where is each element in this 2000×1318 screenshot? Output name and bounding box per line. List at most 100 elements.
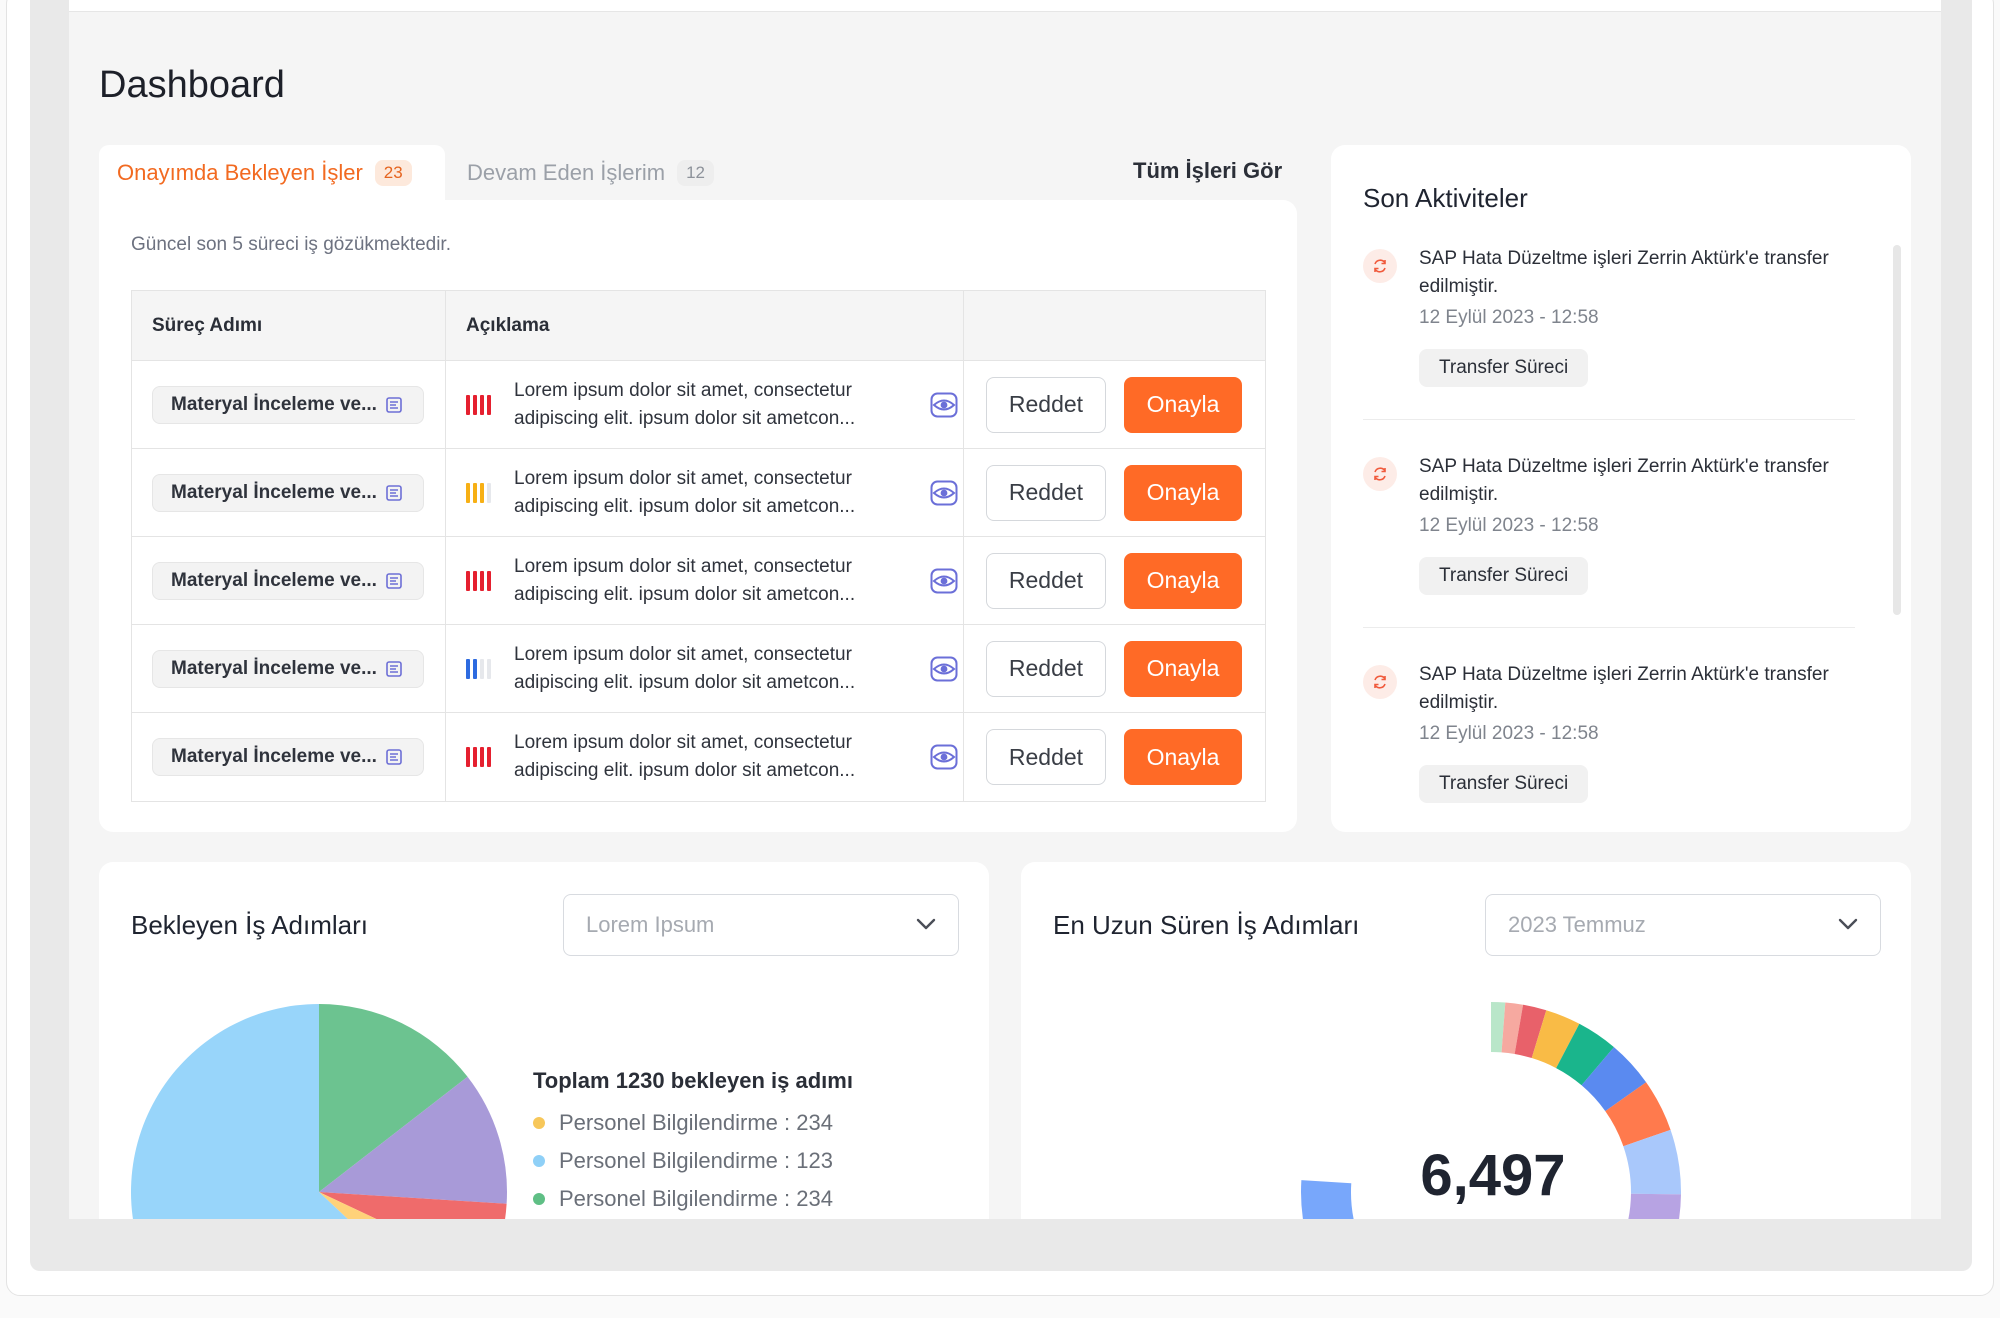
description-line: Lorem ipsum dolor sit amet, consectetur: [514, 643, 852, 665]
task-description: Lorem ipsum dolor sit amet, consectetur …: [514, 729, 904, 785]
pending-tasks-card: Güncel son 5 süreci iş gözükmektedir. Sü…: [99, 200, 1297, 832]
eye-icon[interactable]: [930, 568, 958, 594]
activity-divider: [1363, 419, 1855, 420]
tab-pending-approvals[interactable]: Onayımda Bekleyen İşler 23: [99, 145, 445, 201]
description-line: adipiscing elit. ipsum dolor sit ametcon…: [514, 760, 856, 781]
pending-steps-select[interactable]: Lorem Ipsum: [563, 894, 959, 956]
reject-button[interactable]: Reddet: [986, 729, 1106, 785]
donut-segment: [1623, 1129, 1681, 1195]
legend-label: Personel Bilgilendirme : 234: [559, 1186, 833, 1211]
approve-button[interactable]: Onayla: [1124, 729, 1242, 785]
process-step-name: Materyal İnceleme ve...: [171, 393, 377, 415]
task-description: Lorem ipsum dolor sit amet, consectetur …: [514, 553, 904, 609]
step-cell: Materyal İnceleme ve...: [132, 537, 446, 624]
priority-indicator-icon: [466, 482, 496, 503]
step-cell: Materyal İnceleme ve...: [132, 625, 446, 712]
task-description: Lorem ipsum dolor sit amet, consectetur …: [514, 641, 904, 697]
table-row: Materyal İnceleme ve... Lorem ipsum dolo…: [132, 449, 1265, 537]
reject-button[interactable]: Reddet: [986, 464, 1106, 521]
description-cell: Lorem ipsum dolor sit amet, consectetur …: [446, 625, 964, 712]
description-line: adipiscing elit. ipsum dolor sit ametcon…: [514, 671, 856, 693]
process-step-chip[interactable]: Materyal İnceleme ve...: [152, 473, 424, 512]
donut-segment: [1501, 1002, 1524, 1055]
pie-slice: [319, 1076, 507, 1204]
approve-button[interactable]: Onayla: [1124, 552, 1242, 609]
actions-cell: Reddet Onayla: [964, 361, 1265, 448]
tab-count-badge: 12: [677, 160, 714, 186]
activity-text: SAP Hata Düzeltme işleri Zerrin Aktürk'e…: [1419, 664, 1829, 713]
description-line: adipiscing elit. ipsum dolor sit ametcon…: [514, 407, 856, 429]
task-description: Lorem ipsum dolor sit amet, consectetur …: [514, 377, 904, 433]
table-body: Materyal İnceleme ve... Lorem ipsum dolo…: [132, 361, 1265, 801]
process-step-chip[interactable]: Materyal İnceleme ve...: [152, 385, 424, 424]
column-header-description: Açıklama: [446, 291, 964, 360]
activities-scrollbar[interactable]: [1893, 245, 1901, 615]
process-step-name: Materyal İnceleme ve...: [171, 657, 377, 679]
activity-date: 12 Eylül 2023 - 12:58: [1419, 723, 1599, 744]
priority-indicator-icon: [466, 747, 496, 767]
document-icon: [386, 484, 402, 501]
description-cell: Lorem ipsum dolor sit amet, consectetur …: [446, 361, 964, 448]
actions-cell: Reddet Onayla: [964, 713, 1265, 801]
donut-segment: [1628, 1193, 1681, 1219]
eye-icon[interactable]: [930, 656, 958, 682]
donut-segment: [1531, 1010, 1580, 1069]
legend-label: Personel Bilgilendirme : 234: [559, 1110, 833, 1135]
reject-button[interactable]: Reddet: [986, 552, 1106, 609]
process-step-chip[interactable]: Materyal İnceleme ve...: [152, 649, 424, 688]
period-select[interactable]: 2023 Temmuz: [1485, 894, 1881, 956]
activity-text: SAP Hata Düzeltme işleri Zerrin Aktürk'e…: [1419, 456, 1829, 505]
tab-ongoing-tasks[interactable]: Devam Eden İşlerim 12: [467, 145, 714, 201]
legend-item: Personel Bilgilendirme : 123: [533, 1142, 853, 1180]
activity-tag[interactable]: Transfer Süreci: [1419, 557, 1589, 595]
pending-steps-pie-chart: [131, 1004, 507, 1219]
eye-icon[interactable]: [930, 744, 958, 770]
activity-tag[interactable]: Transfer Süreci: [1419, 349, 1589, 387]
description-line: Lorem ipsum dolor sit amet, consectetur: [514, 732, 852, 753]
description-line: adipiscing elit. ipsum dolor sit ametcon…: [514, 583, 856, 605]
description-line: Lorem ipsum dolor sit amet, consectetur: [514, 379, 852, 401]
description-line: Lorem ipsum dolor sit amet, consectetur: [514, 467, 852, 489]
step-cell: Materyal İnceleme ve...: [132, 713, 446, 801]
page-title: Dashboard: [99, 64, 285, 106]
see-all-tasks-link[interactable]: Tüm İşleri Gör: [1133, 158, 1283, 183]
select-placeholder: Lorem Ipsum: [586, 912, 715, 937]
activity-divider: [1363, 627, 1855, 628]
column-header-step: Süreç Adımı: [132, 291, 446, 360]
pending-steps-title: Bekleyen İş Adımları: [131, 910, 368, 940]
activity-date: 12 Eylül 2023 - 12:58: [1419, 515, 1599, 536]
pie-slice: [131, 1004, 348, 1219]
priority-indicator-icon: [466, 394, 496, 415]
reject-button[interactable]: Reddet: [986, 376, 1106, 433]
priority-indicator-icon: [466, 570, 496, 591]
legend-item: Personel Bilgilendirme : 234: [533, 1104, 853, 1142]
table-row: Materyal İnceleme ve... Lorem ipsum dolo…: [132, 361, 1265, 449]
pie-slice: [319, 1192, 507, 1219]
transfer-icon: [1363, 249, 1397, 283]
tab-label: Onayımda Bekleyen İşler: [117, 160, 363, 185]
longest-steps-card: En Uzun Süren İş Adımları 2023 Temmuz 6,…: [1021, 862, 1911, 1219]
tab-count-badge: 23: [374, 160, 412, 186]
pie-slice: [319, 1192, 377, 1219]
table-row: Materyal İnceleme ve... Lorem ipsum dolo…: [132, 713, 1265, 801]
legend-dot: [533, 1193, 545, 1205]
activity-tag[interactable]: Transfer Süreci: [1419, 765, 1589, 803]
longest-steps-donut-chart: [1301, 1002, 1681, 1219]
task-description: Lorem ipsum dolor sit amet, consectetur …: [514, 465, 904, 521]
select-value: 2023 Temmuz: [1508, 912, 1646, 937]
step-cell: Materyal İnceleme ve...: [132, 449, 446, 536]
approve-button[interactable]: Onayla: [1124, 376, 1242, 433]
process-step-name: Materyal İnceleme ve...: [171, 481, 377, 503]
process-step-chip[interactable]: Materyal İnceleme ve...: [152, 738, 424, 776]
approve-button[interactable]: Onayla: [1124, 640, 1242, 697]
table-header: Süreç Adımı Açıklama: [132, 291, 1265, 361]
document-icon: [386, 749, 402, 765]
pie-slice: [319, 1004, 468, 1192]
chevron-down-icon: [916, 918, 936, 930]
approve-button[interactable]: Onayla: [1124, 464, 1242, 521]
description-cell: Lorem ipsum dolor sit amet, consectetur …: [446, 713, 964, 801]
reject-button[interactable]: Reddet: [986, 640, 1106, 697]
eye-icon[interactable]: [930, 392, 958, 418]
eye-icon[interactable]: [930, 480, 958, 506]
process-step-chip[interactable]: Materyal İnceleme ve...: [152, 561, 424, 600]
